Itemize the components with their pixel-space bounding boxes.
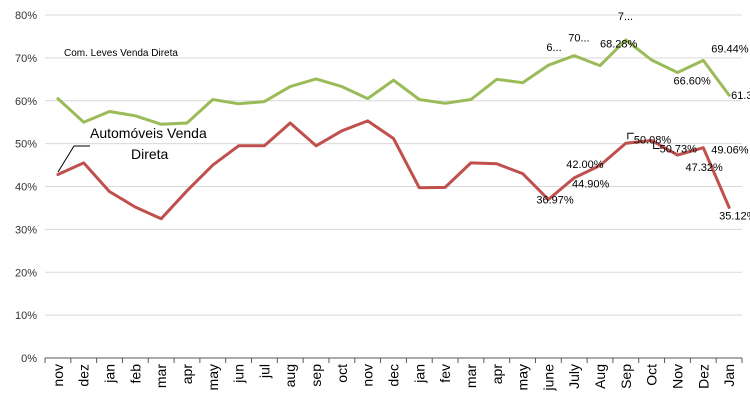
x-tick-label: jun — [231, 364, 247, 384]
y-tick-label: 60% — [15, 96, 37, 108]
y-tick-label: 10% — [15, 310, 37, 322]
series-line-automoveis — [56, 119, 731, 221]
x-tick-label: jul — [256, 364, 272, 379]
x-tick-label: nov — [50, 364, 66, 387]
x-tick-label: mar — [153, 364, 169, 388]
data-label: 61.33% — [731, 90, 750, 102]
x-tick-label: Sep — [618, 364, 634, 389]
x-axis: nov dez jan feb mar apr may jun jul aug sep oct nov d… — [44, 357, 743, 392]
data-labels: 6... 70... 68.28% 7... 66.60% 69.44% 61.33% 36.… — [536, 11, 750, 223]
x-tick-label: Oct — [644, 364, 660, 386]
x-tick-label: feb — [127, 364, 143, 384]
x-tick-label: june — [540, 364, 556, 392]
y-tick-label: 20% — [15, 267, 37, 279]
x-tick-label: aug — [282, 364, 298, 387]
data-label: 66.60% — [673, 75, 711, 87]
y-tick-label: 30% — [15, 224, 37, 236]
series-lines — [56, 38, 731, 221]
x-tick-label: Nov — [669, 364, 685, 389]
x-tick-label: Dez — [695, 364, 711, 389]
x-tick-label: may — [205, 364, 221, 390]
data-label-leader — [627, 132, 634, 140]
data-label: 68.28% — [600, 39, 638, 51]
x-tick-label: Aug — [592, 364, 608, 389]
x-tick-label: dez — [76, 364, 92, 387]
data-label-leader — [653, 142, 660, 149]
y-tick-label: 0% — [21, 353, 37, 365]
data-label: 44.90% — [572, 178, 610, 190]
series-label-leader-line — [57, 145, 90, 173]
data-label: 70... — [568, 33, 589, 45]
gridlines — [45, 14, 742, 359]
data-label: 6... — [546, 42, 561, 54]
x-tick-label: mar — [463, 364, 479, 388]
x-tick-label: fev — [437, 364, 453, 383]
data-label: 50.08% — [634, 134, 672, 146]
x-tick-label: sep — [308, 364, 324, 387]
x-tick-label: apr — [179, 364, 195, 385]
x-tick-label: nov — [360, 364, 376, 387]
series-label-com-leves: Com. Leves Venda Direta — [64, 48, 178, 59]
x-tick-label: may — [515, 364, 531, 390]
x-tick-label: jan — [102, 364, 118, 384]
series-line-com-leves — [56, 38, 731, 126]
y-tick-label: 80% — [15, 10, 37, 22]
y-tick-label: 70% — [15, 53, 37, 65]
x-tick-label: Jan — [721, 364, 737, 387]
x-tick-label: oct — [334, 364, 350, 383]
data-label: 69.44% — [711, 43, 749, 55]
data-label: 35.12% — [719, 210, 750, 222]
x-tick-label: jan — [411, 364, 427, 384]
x-tick-label: dec — [386, 364, 402, 387]
series-label-automoveis-line1: Automóveis Venda — [90, 125, 207, 141]
y-tick-label: 40% — [15, 182, 37, 194]
data-label: 50.73% — [660, 143, 698, 155]
data-label: 49.06% — [711, 145, 749, 157]
y-axis-tick-labels: 0% 10% 20% 30% 40% 50% 60% 70% 80% — [15, 10, 37, 365]
y-tick-label: 50% — [15, 139, 37, 151]
data-label: 42.00% — [566, 159, 604, 171]
series-label-automoveis-line2: Direta — [131, 146, 169, 162]
x-tick-label: July — [566, 364, 582, 389]
x-tick-label: apr — [489, 364, 505, 385]
data-label: 36.97% — [536, 194, 574, 206]
data-label: 47.32% — [685, 162, 723, 174]
data-label: 7... — [618, 11, 633, 23]
